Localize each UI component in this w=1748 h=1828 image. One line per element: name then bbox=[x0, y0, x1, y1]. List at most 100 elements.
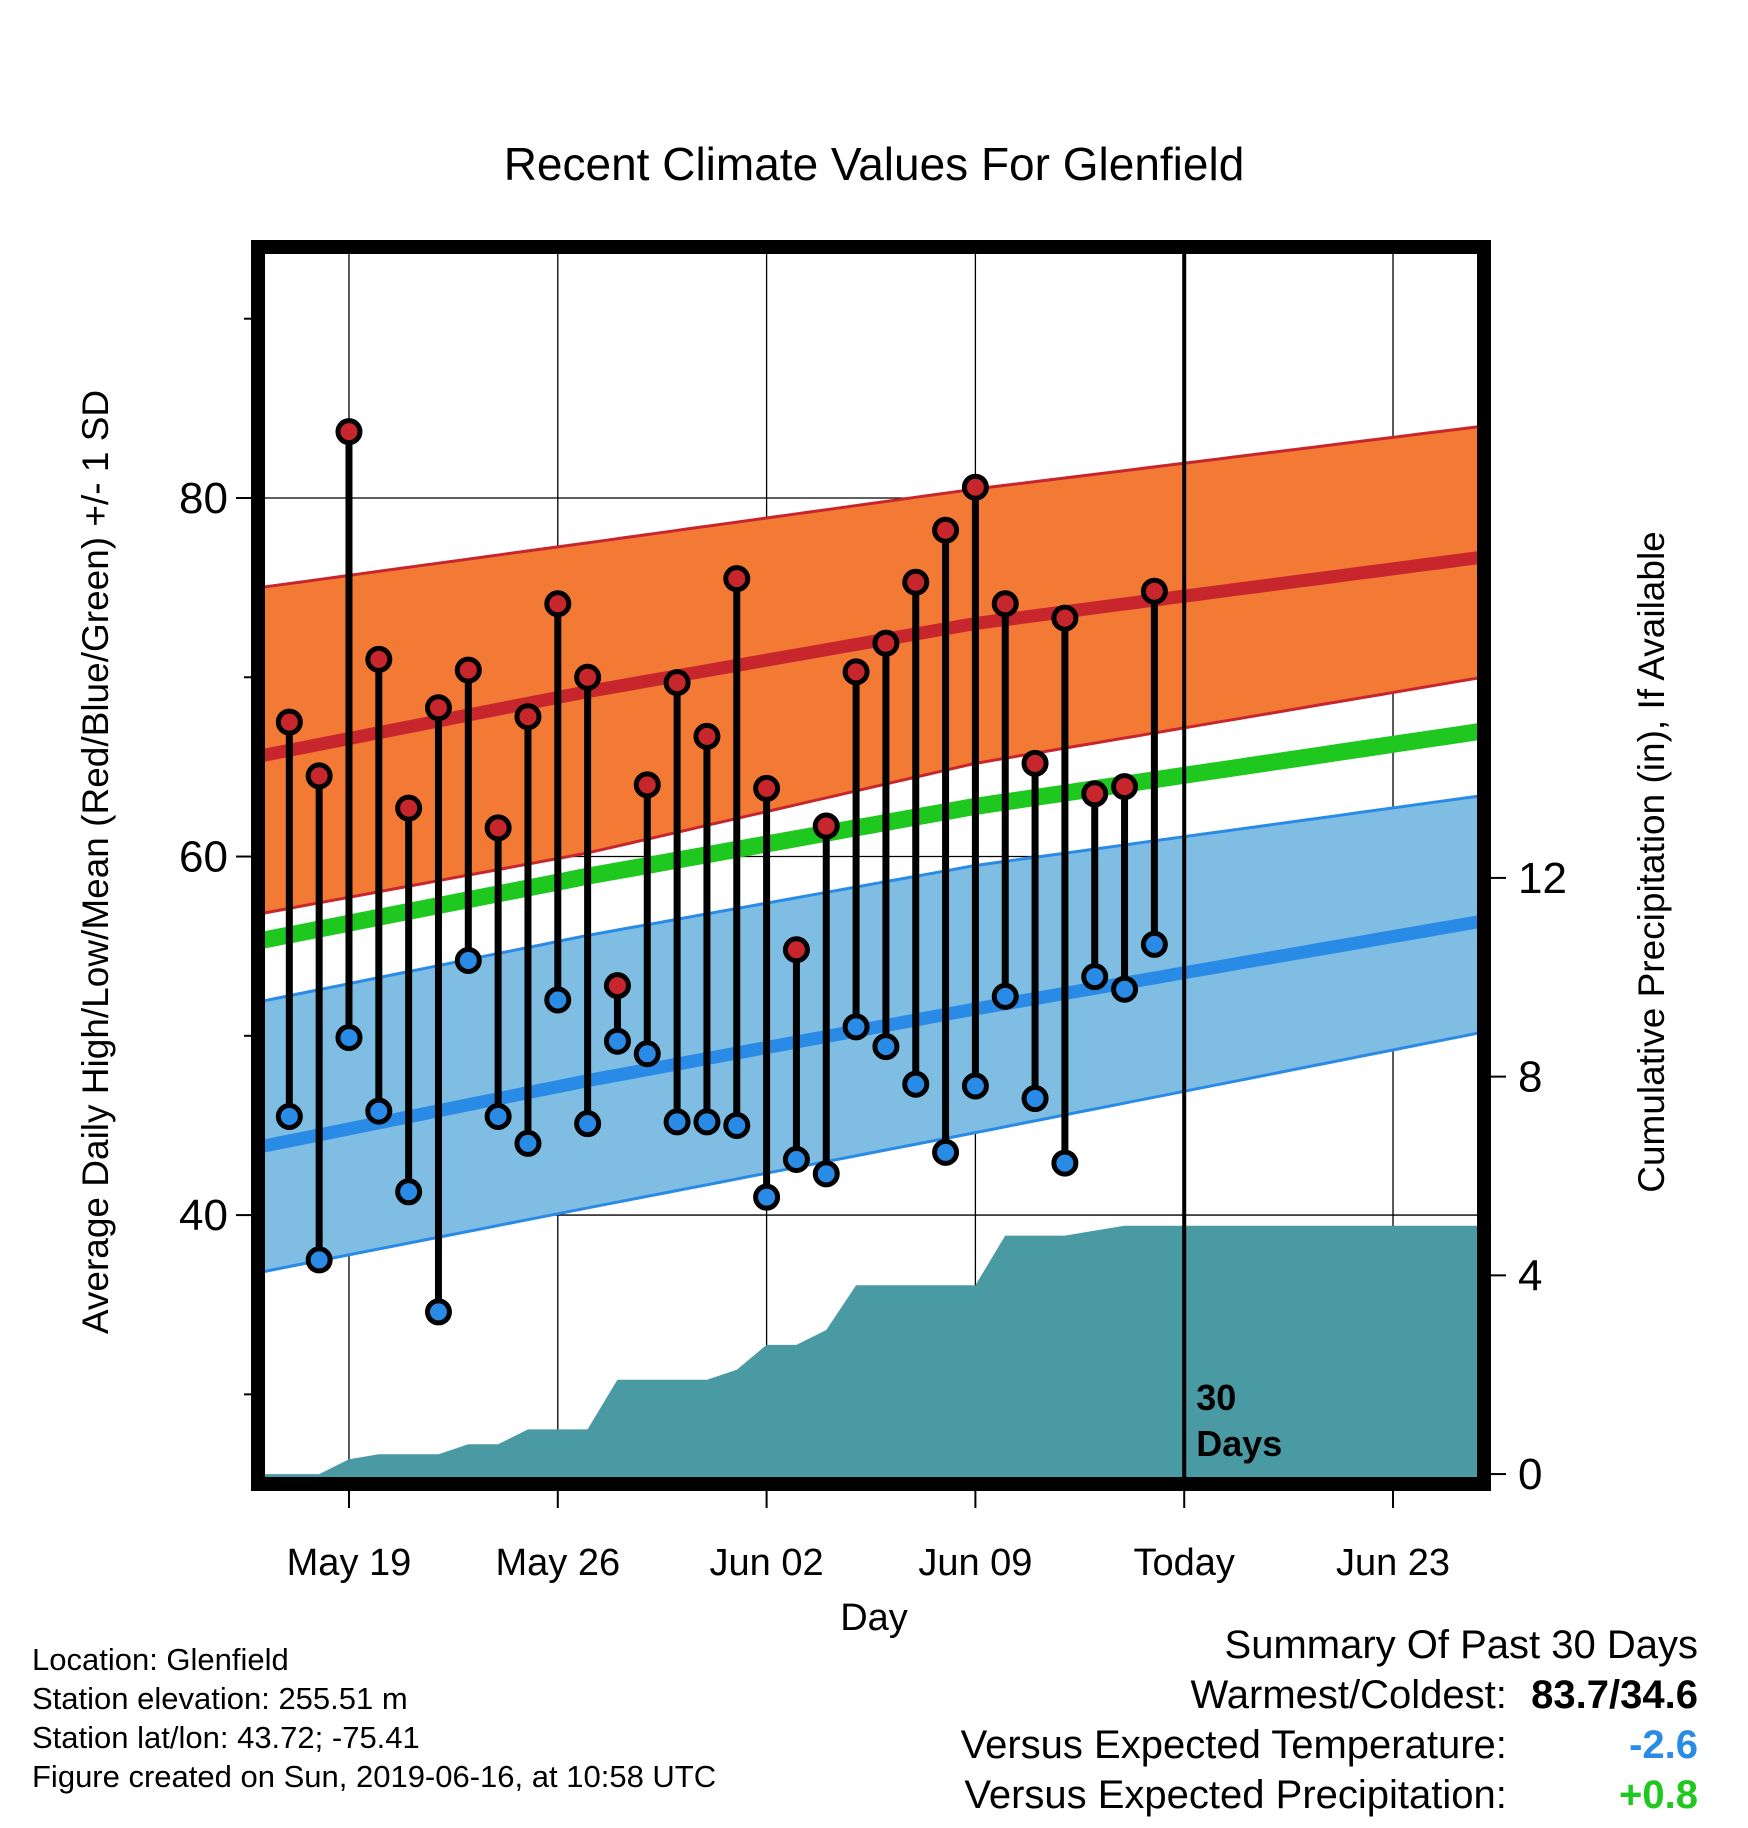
daily-high-point bbox=[991, 590, 1019, 618]
daily-high-point bbox=[842, 658, 870, 686]
summary-panel: Summary Of Past 30 Days Warmest/Coldest:… bbox=[961, 1620, 1698, 1820]
daily-low-point bbox=[663, 1108, 691, 1136]
chart-title: Recent Climate Values For Glenfield bbox=[504, 138, 1245, 190]
daily-low-point bbox=[1051, 1149, 1079, 1177]
y-axis-label: Average Daily High/Low/Mean (Red/Blue/Gr… bbox=[75, 390, 116, 1334]
summary-temp-row: Versus Expected Temperature: -2.6 bbox=[961, 1720, 1698, 1770]
daily-low-point bbox=[395, 1178, 423, 1206]
created-text: Figure created on Sun, 2019-06-16, at 10… bbox=[32, 1759, 717, 1794]
daily-high-point bbox=[1021, 749, 1049, 777]
daily-high-point bbox=[454, 656, 482, 684]
daily-low-point bbox=[633, 1040, 661, 1068]
daily-high-point bbox=[1081, 780, 1109, 808]
y2-tick-label: 0 bbox=[1518, 1450, 1542, 1499]
station-info: Location: Glenfield Station elevation: 2… bbox=[32, 1640, 716, 1796]
daily-low-point bbox=[723, 1111, 751, 1139]
y2-tick-label: 12 bbox=[1518, 854, 1567, 903]
daily-high-point bbox=[723, 565, 751, 593]
daily-low-point bbox=[305, 1246, 333, 1274]
daily-low-point bbox=[693, 1108, 721, 1136]
daily-low-point bbox=[812, 1160, 840, 1188]
low-sd-lower-line bbox=[259, 1030, 1483, 1274]
daily-low-point bbox=[365, 1097, 393, 1125]
x-tick-label: May 26 bbox=[495, 1542, 620, 1584]
daily-high-point bbox=[753, 774, 781, 802]
high-sd-lower-line bbox=[259, 675, 1483, 916]
daily-high-point bbox=[782, 936, 810, 964]
y-tick-label: 80 bbox=[179, 474, 228, 523]
daily-high-point bbox=[1140, 577, 1168, 605]
daily-low-point bbox=[872, 1033, 900, 1061]
daily-high-point bbox=[484, 814, 512, 842]
daily-high-point bbox=[603, 972, 631, 1000]
x-tick-label: Jun 23 bbox=[1336, 1542, 1450, 1584]
daily-low-point bbox=[753, 1183, 781, 1211]
daily-high-point bbox=[1051, 604, 1079, 632]
y2-tick-label: 4 bbox=[1518, 1251, 1542, 1300]
summary-title: Summary Of Past 30 Days bbox=[1224, 1623, 1698, 1667]
daily-low-point bbox=[454, 947, 482, 975]
daily-high-point bbox=[812, 812, 840, 840]
daily-low-point bbox=[1081, 963, 1109, 991]
daily-low-point bbox=[603, 1027, 631, 1055]
daily-high-point bbox=[275, 708, 303, 736]
temp-value: -2.6 bbox=[1629, 1723, 1698, 1767]
daily-high-point bbox=[365, 645, 393, 673]
daily-high-point bbox=[902, 568, 930, 596]
y2-axis-label: Cumulative Precipitation (in), If Availa… bbox=[1631, 531, 1672, 1193]
x-tick-label: Today bbox=[1134, 1542, 1235, 1584]
daily-low-point bbox=[574, 1110, 602, 1138]
x-axis-label: Day bbox=[840, 1597, 908, 1639]
daily-high-point bbox=[514, 703, 542, 731]
daily-low-point bbox=[424, 1298, 452, 1326]
daily-low-point bbox=[544, 986, 572, 1014]
daily-high-point bbox=[424, 694, 452, 722]
daily-low-point bbox=[842, 1013, 870, 1041]
location-text: Location: Glenfield bbox=[32, 1642, 289, 1677]
daily-low-point bbox=[1111, 975, 1139, 1003]
y-tick-label: 40 bbox=[179, 1191, 228, 1240]
daily-low-point bbox=[1021, 1085, 1049, 1113]
x-tick-label: May 19 bbox=[287, 1542, 412, 1584]
today-annotation-unit: Days bbox=[1196, 1423, 1282, 1464]
summary-precip-row: Versus Expected Precipitation: +0.8 bbox=[961, 1770, 1698, 1820]
daily-low-point bbox=[1140, 930, 1168, 958]
daily-low-point bbox=[902, 1070, 930, 1098]
daily-high-point bbox=[305, 762, 333, 790]
warmest-value: 83.7/34.6 bbox=[1531, 1673, 1698, 1717]
daily-high-point bbox=[574, 663, 602, 691]
daily-low-point bbox=[484, 1102, 512, 1130]
normal-mean-line bbox=[257, 722, 1484, 950]
high-sd-upper-line bbox=[259, 424, 1483, 590]
daily-high-point bbox=[961, 473, 989, 501]
x-tick-label: Jun 09 bbox=[918, 1542, 1032, 1584]
normal-low-line bbox=[258, 914, 1484, 1154]
elevation-text: Station elevation: 255.51 m bbox=[32, 1681, 408, 1716]
daily-low-point bbox=[932, 1138, 960, 1166]
daily-high-point bbox=[693, 722, 721, 750]
precip-area bbox=[259, 1225, 1483, 1484]
normal-high-line bbox=[258, 550, 1484, 763]
y-tick-label: 60 bbox=[179, 833, 228, 882]
daily-low-point bbox=[991, 982, 1019, 1010]
daily-low-point bbox=[275, 1102, 303, 1130]
daily-high-point bbox=[872, 629, 900, 657]
warmest-label: Warmest/Coldest: bbox=[1190, 1673, 1507, 1717]
daily-low-point bbox=[335, 1024, 363, 1052]
y2-tick-label: 8 bbox=[1518, 1053, 1542, 1102]
daily-high-point bbox=[1111, 773, 1139, 801]
daily-high-point bbox=[932, 516, 960, 544]
plot-area: 30 Days 40 60 80 0 4 8 12 May 19 May 26 Jun 02 Jun 0… bbox=[179, 240, 1567, 1584]
summary-warmest-row: Warmest/Coldest: 83.7/34.6 bbox=[961, 1670, 1699, 1720]
daily-high-point bbox=[335, 418, 363, 446]
temp-label: Versus Expected Temperature: bbox=[960, 1723, 1507, 1767]
today-annotation-number: 30 bbox=[1196, 1377, 1236, 1418]
high-sd-band bbox=[259, 426, 1483, 914]
plot-frame bbox=[251, 240, 1491, 1491]
x-tick-label: Jun 02 bbox=[710, 1542, 824, 1584]
precip-label: Versus Expected Precipitation: bbox=[964, 1773, 1507, 1817]
daily-high-point bbox=[395, 794, 423, 822]
latlon-text: Station lat/lon: 43.72; -75.41 bbox=[32, 1720, 420, 1755]
precip-value: +0.8 bbox=[1619, 1773, 1698, 1817]
